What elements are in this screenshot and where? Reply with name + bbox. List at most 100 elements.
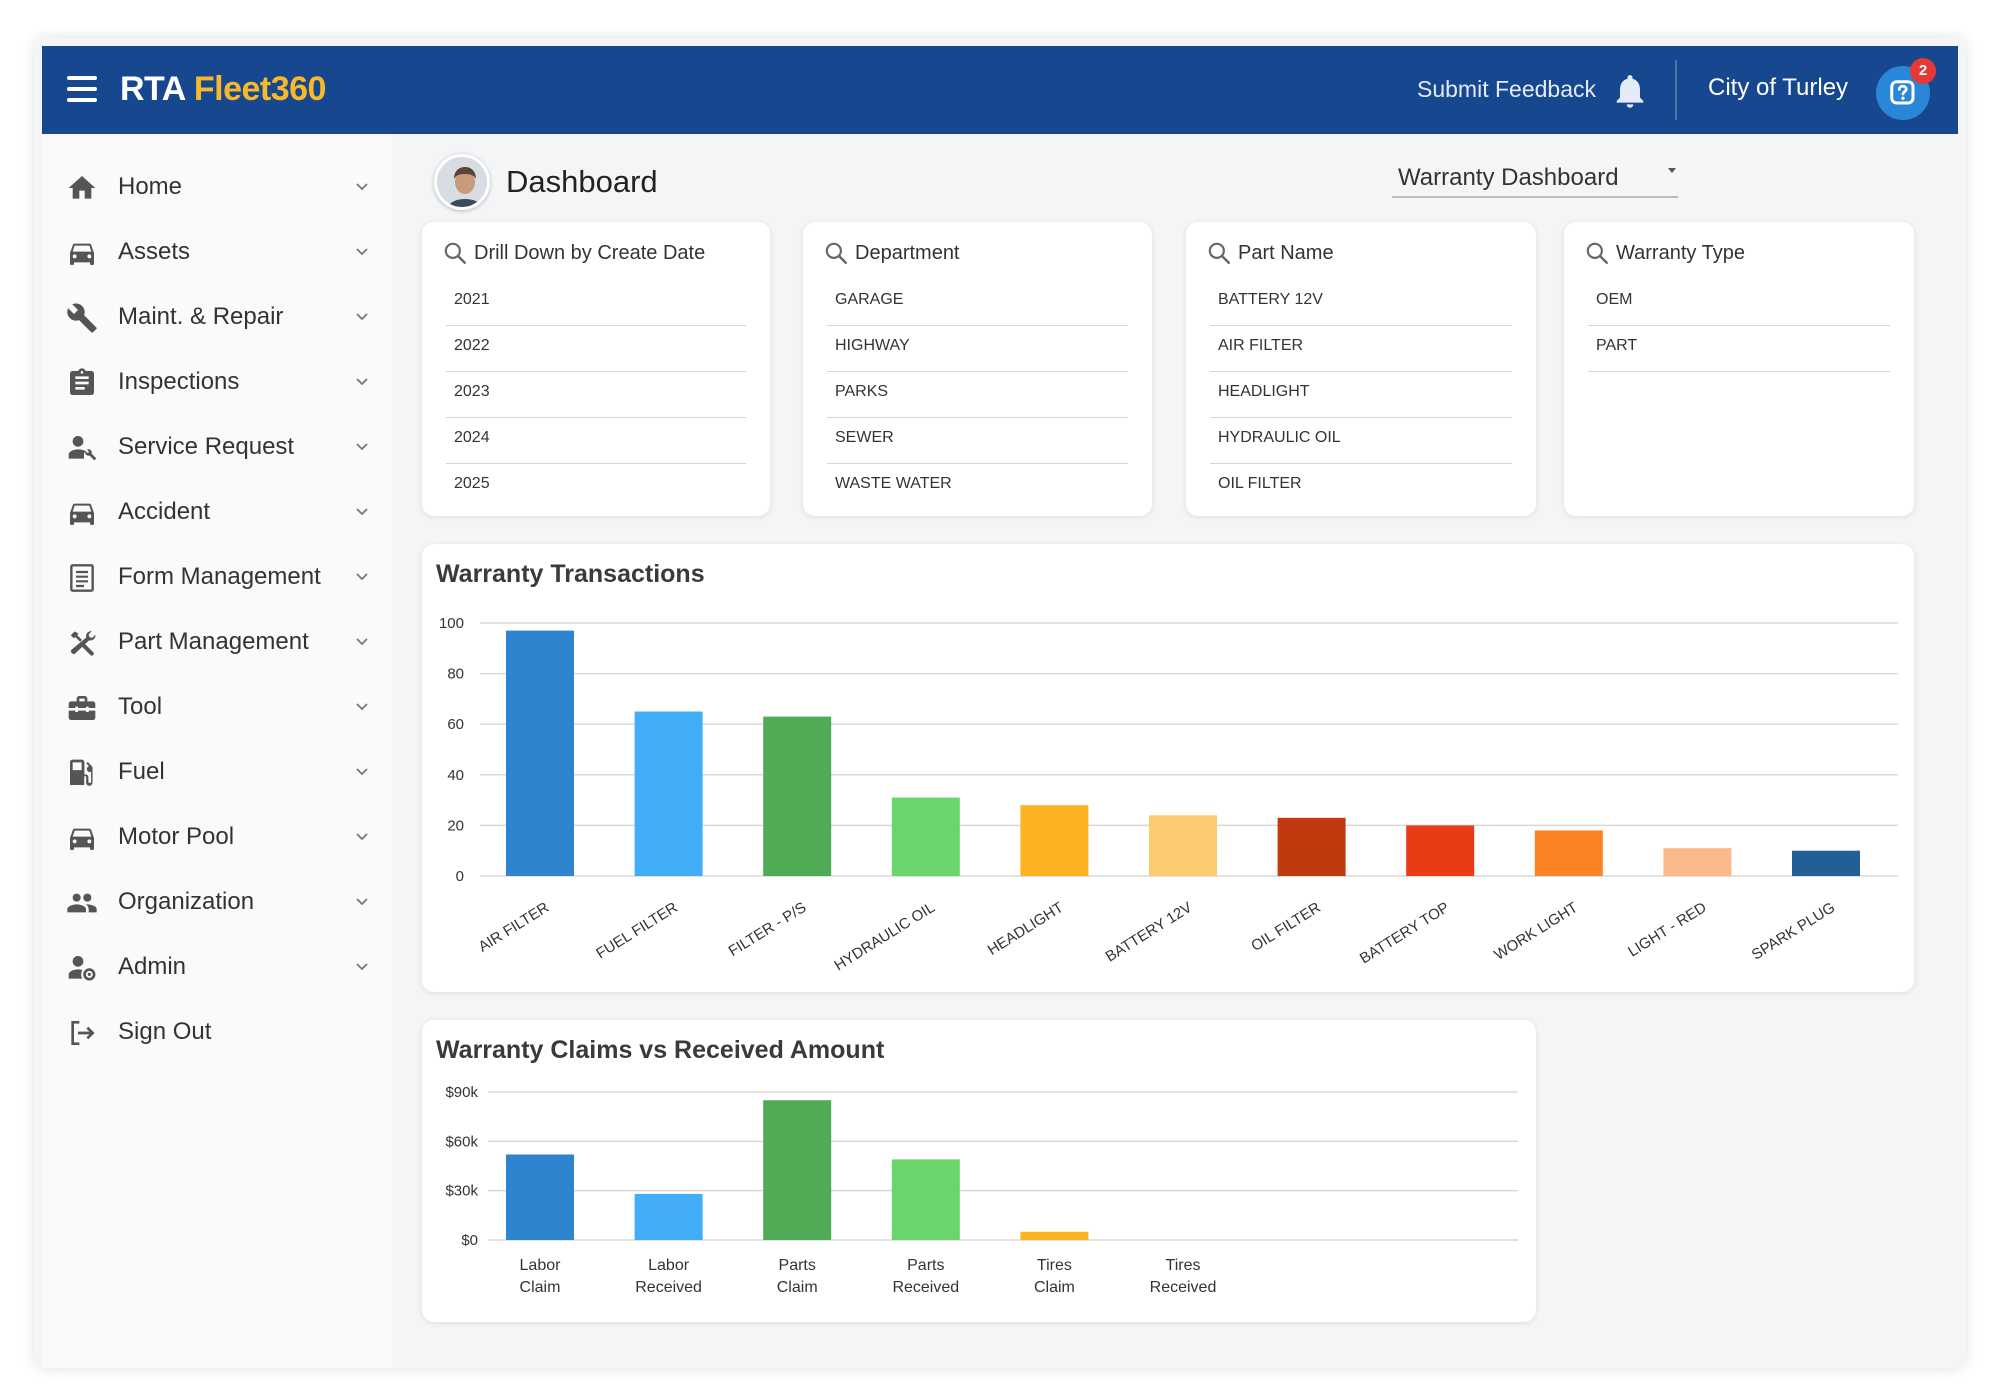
x-tick-label: Claim — [520, 1279, 561, 1296]
sidebar-item-label: Service Request — [118, 433, 295, 460]
sidebar-item-admin[interactable]: Admin — [42, 934, 392, 1000]
y-tick-label: 100 — [439, 615, 464, 632]
submit-feedback-link[interactable]: Submit Feedback — [1417, 76, 1596, 102]
filter-option[interactable]: PARKS — [827, 372, 1128, 418]
person-wrench-icon — [68, 436, 97, 461]
bar-parts-claim[interactable] — [763, 1100, 832, 1240]
y-tick-label: $90k — [445, 1084, 478, 1101]
logo-primary-text: RTA — [120, 70, 186, 108]
chevron-down-icon — [356, 183, 368, 191]
warranty-transactions-card: Warranty Transactions 0 20 40 60 80 100 AIR FI… — [422, 544, 1914, 992]
car-icon — [70, 243, 94, 265]
caret-down-icon — [1668, 168, 1676, 173]
bar-tires-claim[interactable] — [1020, 1231, 1089, 1240]
filter-option[interactable]: HIGHWAY — [827, 326, 1128, 372]
filter-option[interactable]: AIR FILTER — [1210, 326, 1512, 372]
toolbox-icon — [68, 696, 96, 720]
filter-option[interactable]: 2021 — [446, 280, 746, 326]
filter-card-warranty-type: Warranty Type OEM PART — [1564, 222, 1914, 516]
bar-spark-plug[interactable] — [1792, 850, 1860, 876]
sidebar-item-maint-repair[interactable]: Maint. & Repair — [42, 284, 392, 350]
sidebar-item-organization[interactable]: Organization — [42, 869, 392, 935]
bar-oil-filter[interactable] — [1277, 817, 1346, 876]
bar-air-filter[interactable] — [506, 630, 574, 876]
sign-out-icon — [71, 1021, 95, 1045]
sidebar-item-accident[interactable]: Accident — [42, 479, 392, 545]
filter-option[interactable]: 2022 — [446, 326, 746, 372]
x-tick-label: WORK LIGHT — [1491, 899, 1581, 964]
x-tick-label: Labor — [648, 1257, 690, 1274]
search-icon — [1208, 242, 1230, 264]
bar-labor-received[interactable] — [634, 1193, 703, 1240]
hamburger-menu-icon[interactable] — [67, 76, 97, 102]
filter-option[interactable]: HYDRAULIC OIL — [1210, 418, 1512, 464]
bar-labor-claim[interactable] — [506, 1154, 574, 1240]
sidebar-item-sign-out[interactable]: Sign Out — [42, 999, 392, 1065]
people-icon — [67, 893, 97, 913]
filter-option[interactable]: BATTERY 12V — [1210, 280, 1512, 326]
sidebar-item-label: Motor Pool — [118, 823, 235, 850]
x-tick-label: SPARK PLUG — [1749, 899, 1838, 964]
x-tick-label: BATTERY 12V — [1103, 899, 1195, 966]
filter-option[interactable]: 2023 — [446, 372, 746, 418]
filter-option[interactable]: OIL FILTER — [1218, 475, 1302, 492]
organization-name[interactable]: City of Turley — [1708, 74, 1849, 101]
bar-headlight[interactable] — [1020, 805, 1089, 876]
y-tick-label: 20 — [447, 817, 464, 834]
chevron-down-icon — [356, 313, 368, 321]
y-tick-label: $30k — [445, 1183, 478, 1200]
filter-card-create-date: Drill Down by Create Date 2021 2022 2023… — [422, 222, 770, 516]
logo-secondary-text: Fleet360 — [193, 70, 327, 108]
filter-option[interactable]: HEADLIGHT — [1210, 372, 1512, 418]
filter-option[interactable]: OEM — [1588, 280, 1890, 326]
filter-title: Part Name — [1238, 242, 1334, 264]
search-icon — [444, 242, 466, 264]
sidebar-item-label: Fuel — [118, 758, 165, 785]
chart-title: Warranty Claims vs Received Amount — [436, 1036, 885, 1064]
x-tick-label: Tires — [1166, 1257, 1201, 1274]
filter-option[interactable]: PART — [1588, 326, 1890, 372]
bar-battery-12v[interactable] — [1149, 815, 1217, 876]
filter-title: Department — [855, 242, 960, 264]
sidebar-item-tool[interactable]: Tool — [42, 674, 392, 740]
sidebar-item-form-management[interactable]: Form Management — [42, 544, 392, 610]
dashboard-select[interactable]: Warranty Dashboard — [1392, 158, 1678, 198]
filter-list: GARAGE HIGHWAY PARKS SEWER WASTE WATER — [827, 280, 1128, 510]
user-avatar-icon — [437, 157, 487, 207]
sidebar-item-motor-pool[interactable]: Motor Pool — [42, 804, 392, 870]
clipboard-icon — [70, 368, 94, 395]
filter-option[interactable]: GARAGE — [827, 280, 1128, 326]
sidebar-item-label: Inspections — [118, 368, 240, 395]
bar-filter-p-s[interactable] — [763, 716, 832, 876]
filter-option[interactable]: WASTE WATER — [835, 475, 952, 492]
filter-option[interactable]: SEWER — [827, 418, 1128, 464]
sidebar-item-inspections[interactable]: Inspections — [42, 349, 392, 415]
warranty-claims-card: Warranty Claims vs Received Amount $0 $30… — [422, 1020, 1536, 1322]
notification-bell-icon[interactable] — [1610, 70, 1650, 112]
bar-work-light[interactable] — [1534, 830, 1603, 876]
chevron-down-icon — [356, 898, 368, 906]
bar-hydraulic-oil[interactable] — [891, 797, 960, 876]
x-tick-label: Claim — [777, 1279, 818, 1296]
search-icon — [825, 242, 847, 264]
sidebar-item-label: Sign Out — [118, 1018, 212, 1045]
bar-battery-top[interactable] — [1406, 825, 1475, 876]
fuel-icon — [70, 759, 93, 786]
sidebar-item-part-management[interactable]: Part Management — [42, 609, 392, 675]
car-icon — [70, 828, 94, 850]
sidebar-item-fuel[interactable]: Fuel — [42, 739, 392, 805]
sidebar-item-service-request[interactable]: Service Request — [42, 414, 392, 480]
bar-light-red[interactable] — [1663, 848, 1732, 876]
header-divider — [1675, 60, 1677, 120]
form-icon — [70, 564, 94, 592]
filter-card-department: Department GARAGE HIGHWAY PARKS SEWER WA… — [803, 222, 1152, 516]
bar-fuel-filter[interactable] — [634, 711, 703, 876]
user-avatar[interactable] — [434, 154, 490, 210]
filter-card-part-name: Part Name BATTERY 12V AIR FILTER HEADLIG… — [1186, 222, 1536, 516]
bar-parts-received[interactable] — [891, 1159, 960, 1240]
filter-option[interactable]: 2024 — [446, 418, 746, 464]
filter-option[interactable]: 2025 — [454, 475, 490, 492]
chevron-down-icon — [356, 248, 368, 256]
sidebar-item-home[interactable]: Home — [42, 154, 392, 220]
sidebar-item-assets[interactable]: Assets — [42, 219, 392, 285]
